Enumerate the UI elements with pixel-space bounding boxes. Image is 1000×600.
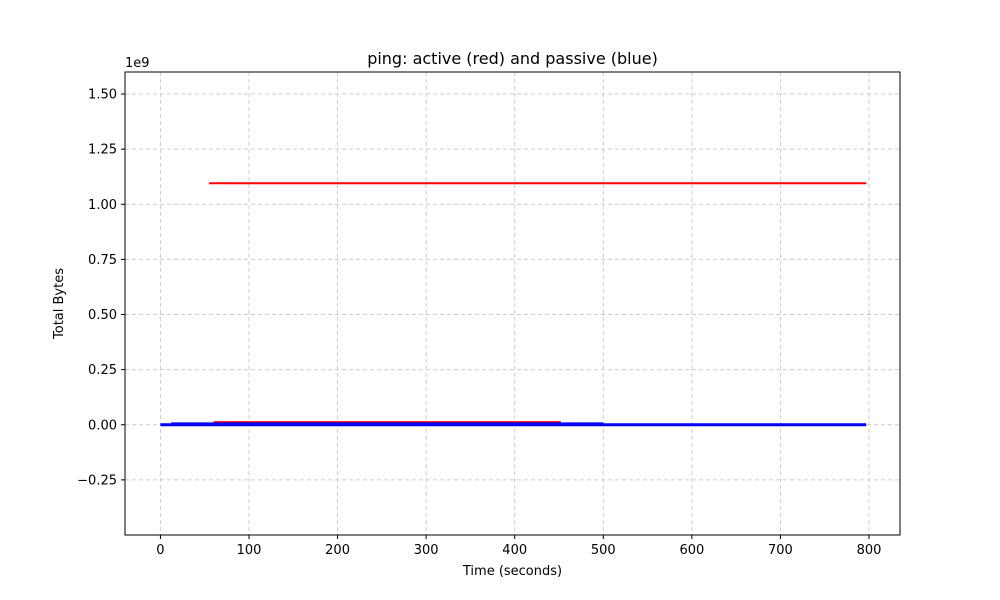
x-tick-label: 0 — [156, 543, 164, 558]
x-tick-label: 300 — [414, 543, 439, 558]
y-axis-label: Total Bytes — [52, 268, 67, 340]
y-tick-label: 1.00 — [88, 198, 117, 213]
x-tick-label: 400 — [502, 543, 527, 558]
y-tick-label: 0.25 — [88, 363, 117, 378]
x-axis-label: Time (seconds) — [462, 564, 562, 579]
x-tick-label: 700 — [768, 543, 793, 558]
chart-title: ping: active (red) and passive (blue) — [367, 49, 658, 68]
y-tick-label: 1.25 — [88, 143, 117, 158]
x-tick-label: 200 — [325, 543, 350, 558]
y-tick-label: −0.25 — [77, 473, 117, 488]
plot-frame — [124, 71, 901, 536]
y-tick-label: 0.50 — [88, 308, 117, 323]
x-tick-label: 600 — [679, 543, 704, 558]
y-offset-label: 1e9 — [125, 56, 150, 71]
x-tick-label: 500 — [591, 543, 616, 558]
ticks: 0 100 200 300 400 500 600 700 800 −0.25 0.00 0.25 0.… — [77, 88, 881, 558]
y-tick-label: 0.00 — [88, 418, 117, 433]
x-tick-label: 100 — [237, 543, 262, 558]
series-group — [160, 182, 867, 427]
y-tick-label: 1.50 — [88, 88, 117, 103]
y-tick-label: 0.75 — [88, 253, 117, 268]
x-tick-label: 800 — [857, 543, 882, 558]
